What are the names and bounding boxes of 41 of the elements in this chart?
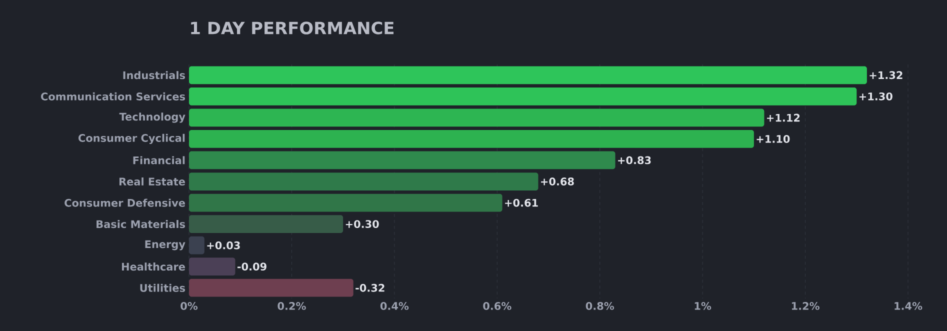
y-tick-label: Healthcare (122, 262, 185, 271)
x-tick-label: 0.2% (278, 302, 306, 310)
x-tick-label: 1.4% (894, 302, 922, 310)
y-tick-label: Industrials (123, 71, 185, 80)
data-label: +0.30 (346, 220, 379, 228)
x-tick-label: 0% (180, 302, 198, 310)
data-label: +0.83 (618, 156, 651, 164)
x-tick-label: 1.2% (792, 302, 820, 310)
bar (189, 258, 236, 276)
data-label: +1.10 (756, 135, 790, 143)
data-label: +1.32 (870, 71, 902, 80)
chart-title: 1 DAY PERFORMANCE (191, 22, 394, 34)
data-label: -0.32 (356, 284, 384, 292)
bar (189, 66, 867, 84)
bar (189, 151, 616, 170)
x-tick-label: 1% (694, 302, 712, 310)
bar (189, 172, 538, 190)
y-tick-label: Consumer Cyclical (78, 134, 185, 144)
x-tick-label: 0.6% (483, 302, 512, 310)
y-tick-label: Energy (145, 240, 186, 250)
data-label: +1.30 (859, 92, 892, 100)
y-tick-label: Financial (133, 156, 185, 164)
x-tick-label: 0.4% (380, 302, 409, 310)
bar (189, 215, 344, 233)
bar (189, 108, 764, 127)
y-tick-label: Real Estate (119, 177, 185, 186)
bar (189, 130, 754, 148)
y-tick-label: Consumer Defensive (64, 198, 185, 207)
data-label: +0.68 (541, 178, 574, 186)
y-tick-label: Technology (119, 112, 186, 123)
bar (189, 194, 502, 212)
data-label: +1.12 (767, 114, 800, 122)
data-label: +0.61 (505, 198, 538, 207)
data-label: +0.03 (207, 241, 240, 250)
y-tick-label: Basic Materials (96, 220, 185, 228)
x-tick-label: 0.8% (586, 302, 614, 310)
data-label: -0.09 (237, 262, 266, 271)
bar (189, 87, 857, 106)
y-tick-label: Communication Services (41, 92, 185, 100)
bar (189, 278, 354, 297)
y-tick-label: Utilities (140, 284, 185, 292)
